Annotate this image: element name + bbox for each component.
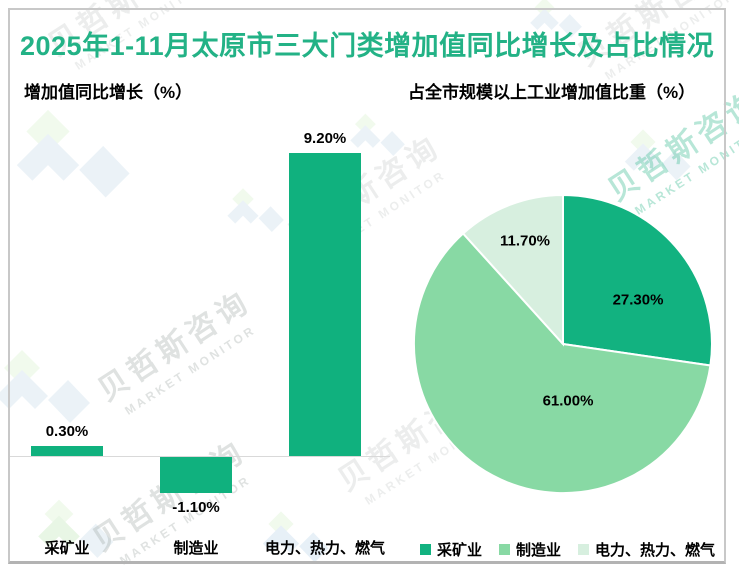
legend-item-manufacturing: 制造业 xyxy=(499,539,561,560)
bar-utilities xyxy=(289,153,361,456)
bar-chart-axis-line xyxy=(10,456,390,457)
bar-manufacturing xyxy=(160,457,232,493)
pie-slice-2 xyxy=(461,193,564,347)
bar-group-manufacturing: -1.10% xyxy=(160,0,232,573)
pie-label-mining: 27.30% xyxy=(612,291,664,309)
pie-chart-title: 占全市规模以上工业增加值比重（%） xyxy=(408,83,696,102)
legend-label-manufacturing: 制造业 xyxy=(516,542,562,559)
pie-legend: 采矿业 制造业 电力、热力、燃气 xyxy=(420,539,715,560)
bar-category-utilities: 电力、热力、燃气 xyxy=(264,540,386,557)
legend-label-utilities: 电力、热力、燃气 xyxy=(595,542,716,559)
bar-value-label: 9.20% xyxy=(303,130,347,147)
bar-category-manufacturing: 制造业 xyxy=(173,540,219,557)
legend-swatch-mining xyxy=(420,544,431,555)
legend-swatch-utilities xyxy=(578,544,590,555)
pie-label-manufacturing: 61.00% xyxy=(542,392,594,410)
legend-label-mining: 采矿业 xyxy=(437,542,483,559)
pie-slice-1 xyxy=(413,232,712,495)
legend-item-mining: 采矿业 xyxy=(420,539,482,560)
legend-swatch-manufacturing xyxy=(499,544,511,555)
pie-label-utilities: 11.70% xyxy=(499,232,551,250)
bar-chart-title: 增加值同比增长（%） xyxy=(24,83,193,102)
bar-group-mining: 0.30% xyxy=(31,0,103,573)
legend-item-utilities: 电力、热力、燃气 xyxy=(578,539,715,560)
bar-value-label: -1.10% xyxy=(172,499,220,516)
bar-category-mining: 采矿业 xyxy=(44,540,90,557)
bar-mining xyxy=(31,446,103,456)
bar-group-utilities: 9.20% xyxy=(289,0,361,573)
pie-slice-0 xyxy=(562,193,713,367)
bar-value-label: 0.30% xyxy=(45,423,89,440)
page-title: 2025年1-11月太原市三大门类增加值同比增长及占比情况 xyxy=(20,31,715,61)
